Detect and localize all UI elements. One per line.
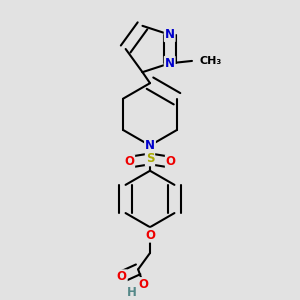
Text: O: O xyxy=(117,270,127,283)
Text: O: O xyxy=(124,155,134,168)
Text: H: H xyxy=(127,286,137,299)
Text: CH₃: CH₃ xyxy=(200,56,222,66)
Text: S: S xyxy=(146,152,154,165)
Text: N: N xyxy=(165,28,175,41)
Text: O: O xyxy=(145,229,155,242)
Text: N: N xyxy=(145,139,155,152)
Text: N: N xyxy=(165,57,175,70)
Text: O: O xyxy=(139,278,148,291)
Text: O: O xyxy=(166,155,176,168)
